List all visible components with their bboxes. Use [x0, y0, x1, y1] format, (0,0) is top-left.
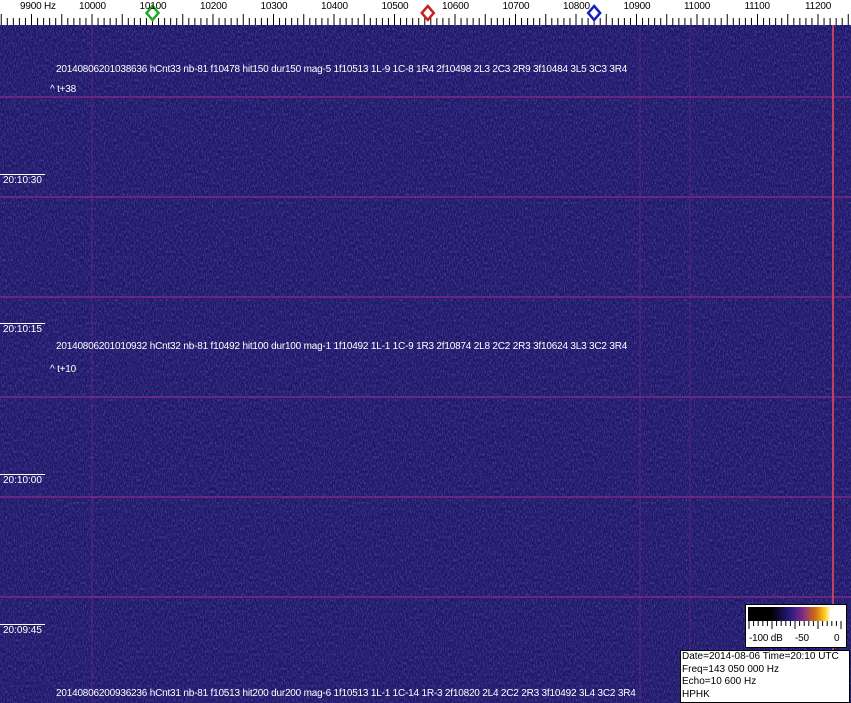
frequency-tick-label: 10900 — [623, 1, 651, 12]
frequency-scale: 9900 Hz 10000 10100 10200 10300 10400 10500 10… — [0, 0, 851, 25]
frequency-unit-label: 9900 Hz — [20, 1, 56, 12]
waterfall-spectrogram — [0, 25, 851, 703]
frequency-tick-label: 10000 — [79, 1, 106, 12]
event-line: 20140806200936236 hCnt31 nb-81 f10513 hi… — [56, 688, 636, 699]
red-marker[interactable] — [420, 4, 436, 22]
frequency-tick-label: 10200 — [200, 1, 227, 12]
frequency-ticks — [0, 4, 849, 25]
frequency-tick-label: 10500 — [381, 1, 409, 12]
green-marker[interactable] — [144, 4, 161, 22]
frequency-tick-label: 10600 — [442, 1, 469, 12]
legend-max: 0 — [834, 633, 840, 644]
frequency-tick-label: 10700 — [502, 1, 530, 12]
color-gradient-bar — [748, 607, 842, 621]
echo-frequency: Echo=10 600 Hz — [682, 676, 757, 687]
date-time: Date=2014-08-06 Time=20:10 UTC — [682, 651, 839, 662]
frequency-tick-label: 10300 — [260, 1, 288, 12]
blue-marker[interactable] — [586, 4, 602, 22]
event-offset: ^ t+38 — [50, 84, 77, 95]
frequency-tick-label: 11000 — [684, 1, 711, 12]
time-label: 20:10:30 — [0, 174, 45, 186]
frequency-tick-label: 10800 — [563, 1, 590, 12]
color-legend: -100 dB -50 0 — [745, 604, 847, 648]
frequency-tick-label: 11100 — [744, 1, 771, 12]
legend-ticks — [748, 621, 842, 629]
event-line: 20140806201010932 hCnt32 nb-81 f10492 hi… — [56, 341, 628, 352]
event-line: 20140806201038636 hCnt33 nb-81 f10478 hi… — [56, 64, 628, 75]
time-label: 20:10:15 — [0, 323, 45, 335]
time-label: 20:10:00 — [0, 474, 45, 486]
frequency-tick-label: 10100 — [139, 1, 167, 12]
station: HPHK — [682, 688, 710, 700]
frequency-tick-label: 10400 — [321, 1, 348, 12]
frequency-tick-label: 11200 — [805, 1, 832, 12]
info-box: Date=2014-08-06 Time=20:10 UTC Freq=143 … — [680, 650, 850, 703]
event-offset: ^ t+10 — [50, 364, 77, 375]
time-label: 20:09:45 — [0, 624, 45, 636]
frequency: Freq=143 050 000 Hz — [682, 663, 780, 675]
legend-min: -100 dB — [749, 633, 783, 644]
legend-mid: -50 — [795, 633, 809, 644]
